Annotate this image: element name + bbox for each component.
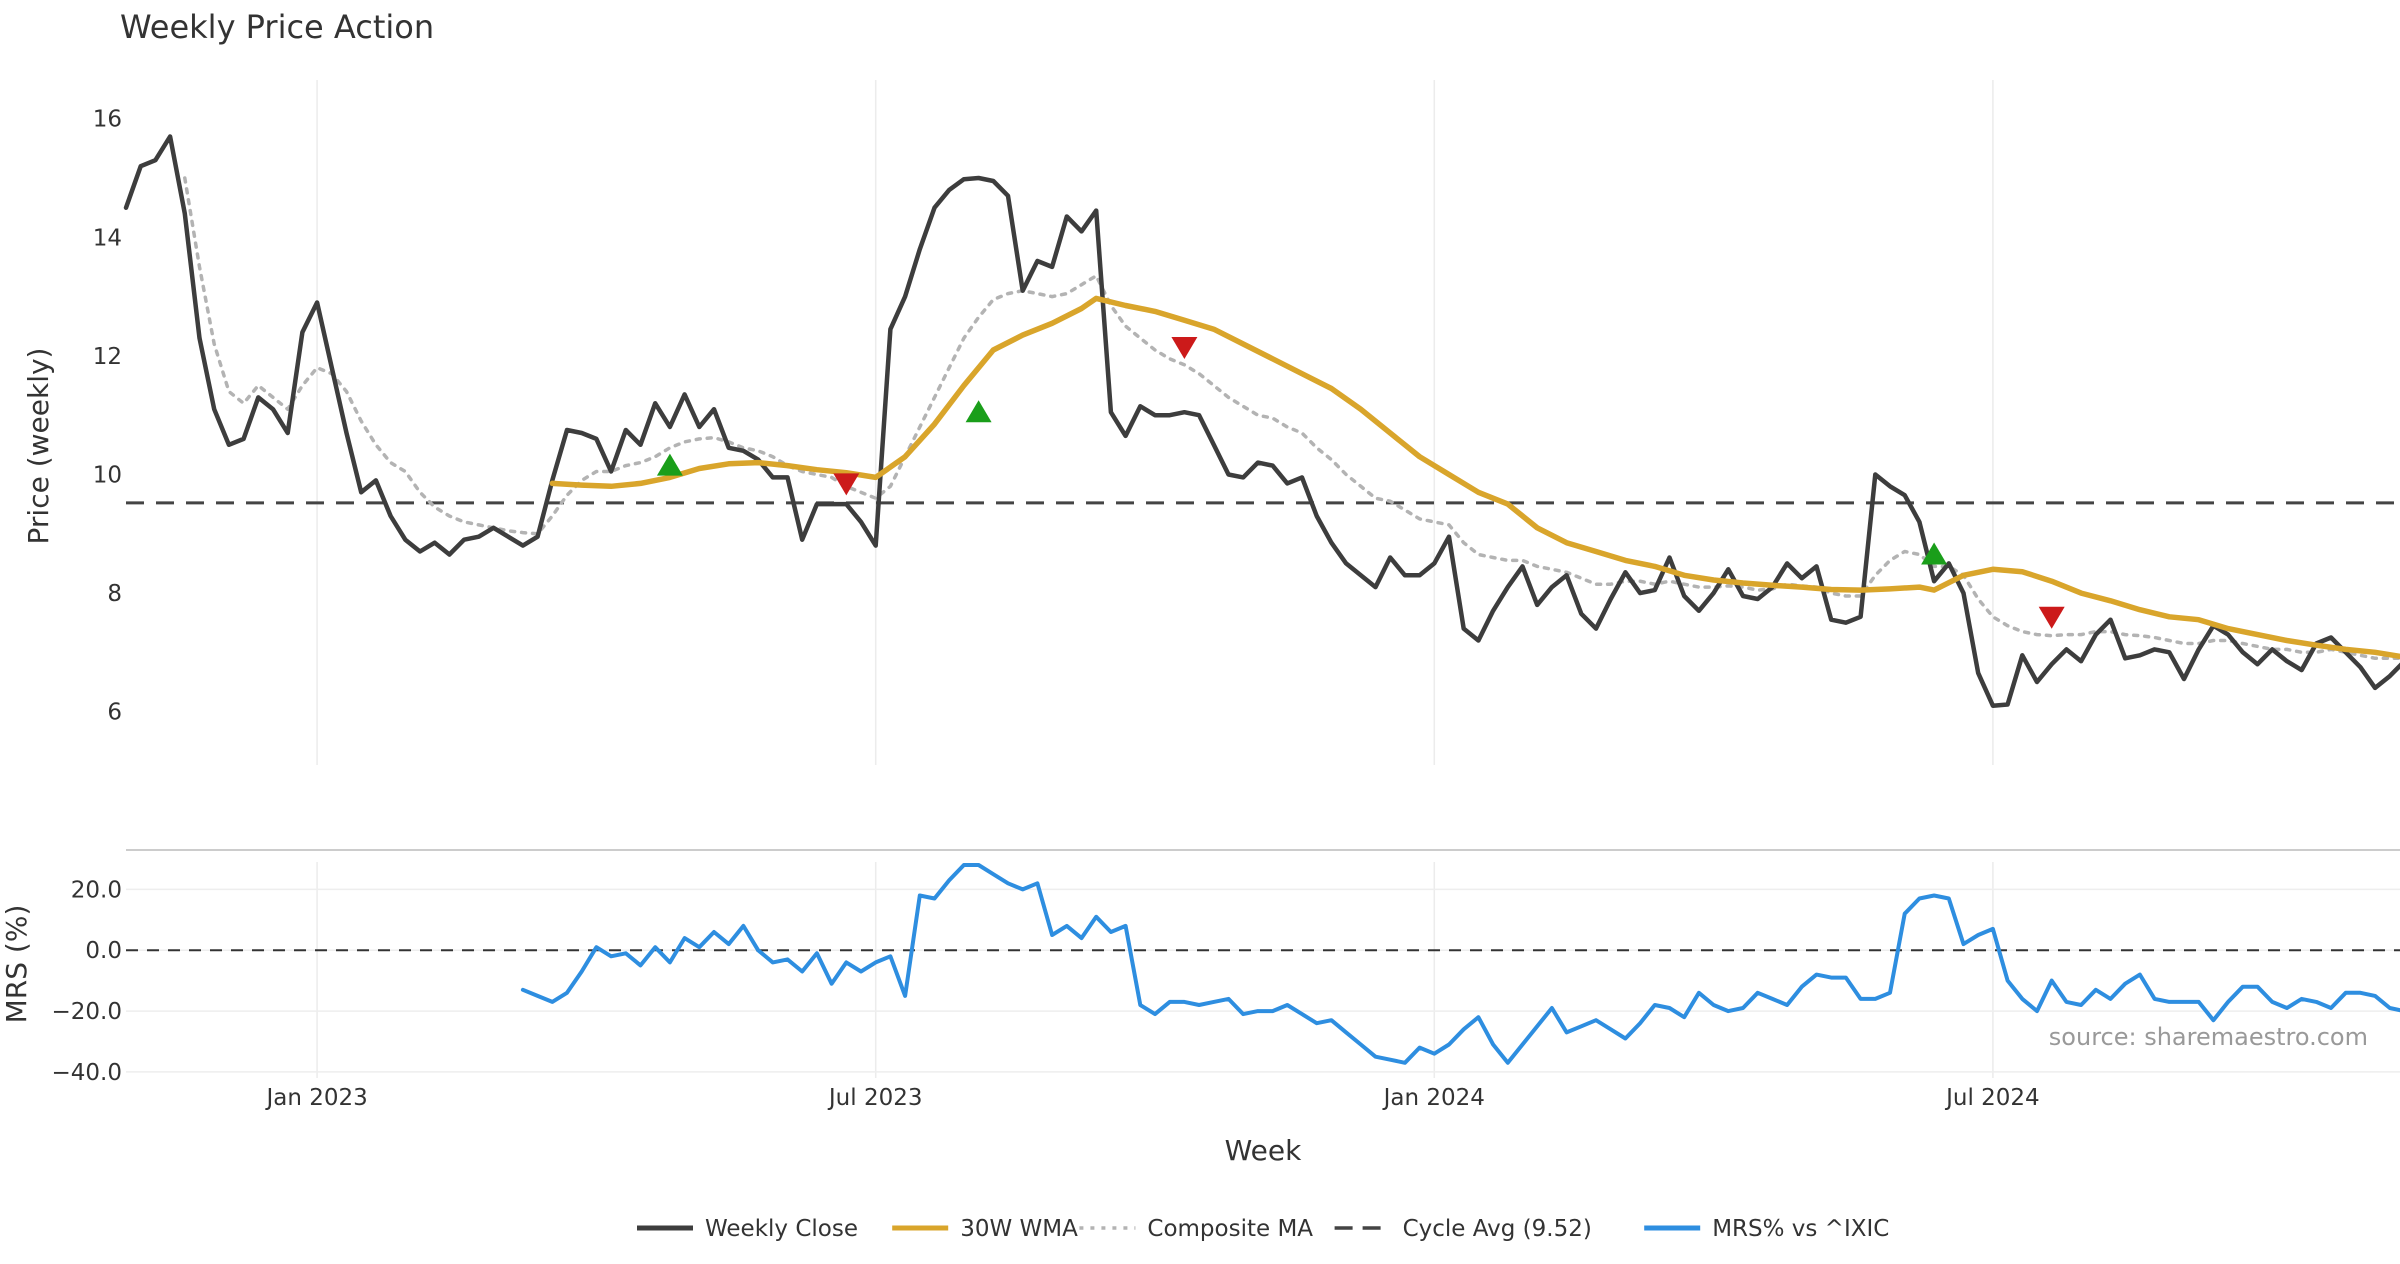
x-tick-3: Jul 2024 (1944, 1085, 2040, 1111)
legend: Weekly Close 30W WMA Composite MA Cycle Avg… (637, 1216, 1889, 1242)
mrs-y-tick-0: 20.0 (71, 877, 122, 903)
buy-marker-2 (1921, 542, 1948, 565)
legend-label-2: Composite MA (1147, 1216, 1313, 1242)
mrs-y-ticks: 20.0 0.0 −20.0 −40.0 (52, 877, 122, 1086)
price-y-tick-3: 12 (93, 344, 122, 370)
legend-label-1: 30W WMA (960, 1216, 1078, 1242)
buy-marker-0 (656, 453, 683, 476)
mrs-y-tick-2: −20.0 (52, 999, 122, 1025)
price-y-tick-1: 8 (107, 581, 122, 607)
buy-marker-1 (965, 400, 992, 423)
x-tick-1: Jul 2023 (827, 1085, 923, 1111)
mrs-y-tick-1: 0.0 (85, 938, 122, 964)
series-weekly-close (123, 134, 2400, 708)
sell-marker-0 (833, 473, 860, 496)
mrs-y-axis-label: MRS (%) (0, 905, 33, 1024)
chart-title: Weekly Price Action (120, 8, 434, 46)
x-axis-label: Week (1225, 1134, 1302, 1167)
series-mrs (520, 863, 2400, 1065)
series-30w-wma (549, 295, 2400, 660)
sell-marker-1 (1171, 336, 1198, 359)
price-y-tick-2: 10 (93, 462, 122, 488)
price-y-tick-5: 16 (93, 107, 122, 133)
legend-label-0: Weekly Close (705, 1216, 858, 1242)
series-composite-ma (183, 176, 2400, 661)
price-y-ticks: 6 8 10 12 14 16 (93, 107, 122, 726)
price-y-tick-0: 6 (107, 700, 122, 726)
signal-markers (656, 336, 2065, 629)
price-series (123, 134, 2400, 708)
source-note: source: sharemaestro.com (2049, 1023, 2368, 1051)
price-y-tick-4: 14 (93, 225, 122, 251)
price-gridlines (126, 80, 2400, 765)
x-tick-0: Jan 2023 (264, 1085, 367, 1111)
sell-marker-2 (2038, 606, 2065, 629)
x-tick-2: Jan 2024 (1382, 1085, 1485, 1111)
mrs-y-tick-3: −40.0 (52, 1060, 122, 1086)
legend-label-4: MRS% vs ^IXIC (1712, 1216, 1889, 1242)
price-y-axis-label: Price (weekly) (22, 348, 55, 545)
mrs-series (520, 863, 2400, 1065)
legend-label-3: Cycle Avg (9.52) (1403, 1216, 1592, 1242)
